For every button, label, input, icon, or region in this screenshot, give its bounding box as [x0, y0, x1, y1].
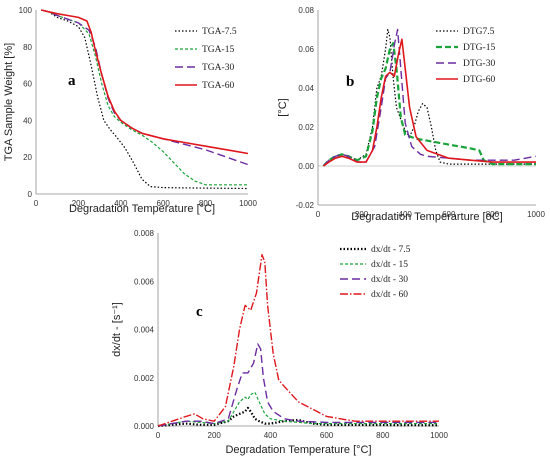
legend-entry: DTG7.5 — [463, 27, 495, 37]
legend-entry: DTG-15 — [463, 43, 495, 53]
series-line-4 — [157, 253, 439, 427]
series-line-3 — [157, 343, 439, 427]
y-axis-label: dx/dt - [s⁻¹] — [111, 302, 123, 357]
legend-entry: DTG-30 — [463, 59, 495, 69]
x-tick-label: 400 — [114, 199, 128, 208]
legend-entry: dx/dt - 15 — [371, 260, 408, 270]
y-tick-label: 40 — [23, 116, 32, 125]
x-tick-label: 600 — [157, 199, 171, 208]
legend: TGA-7.5 TGA-15 TGA-30 TGA-60 — [175, 27, 237, 91]
legend-entry: TGA-7.5 — [202, 27, 237, 37]
legend-entry: dx/dt - 30 — [371, 275, 408, 285]
y-tick-label: 0.06 — [298, 45, 314, 54]
y-tick-label: 0.04 — [298, 84, 314, 93]
x-tick-label: 600 — [320, 431, 334, 440]
legend-entry: dx/dt - 7.5 — [371, 245, 411, 255]
chart-panel-a: 0 200 400 600 800 1000 0 20 40 60 80 100 Degradation… — [3, 6, 257, 215]
x-tick-label: 800 — [199, 199, 213, 208]
legend-entry: DTG-60 — [463, 75, 495, 85]
x-tick-label: 600 — [442, 210, 456, 219]
panel-label: a — [68, 73, 76, 89]
x-axis-label: Degradation Temperature [°C] — [69, 203, 215, 215]
y-tick-label: 0.006 — [134, 277, 155, 286]
y-tick-label: 60 — [23, 80, 32, 89]
series-line-2 — [157, 391, 439, 427]
series-line-2 — [322, 42, 536, 167]
y-tick-label: 80 — [23, 43, 32, 52]
legend-entry: dx/dt - 60 — [371, 290, 408, 300]
legend: dx/dt - 7.5 dx/dt - 15 dx/dt - 30 dx/dt - 6… — [340, 245, 411, 300]
x-axis-label: Degradation Temperature [°C] — [225, 444, 371, 456]
y-axis-label: [°C] — [277, 98, 289, 116]
y-tick-label: 0 — [28, 190, 33, 199]
series-line-4 — [322, 38, 536, 167]
x-tick-label: 1000 — [527, 210, 545, 219]
series-line-4 — [41, 9, 249, 155]
legend-entry: TGA-15 — [202, 45, 234, 55]
legend-entry: TGA-60 — [202, 81, 234, 91]
x-tick-label: 400 — [264, 431, 278, 440]
x-tick-label: 1000 — [239, 199, 257, 208]
y-tick-label: 0.000 — [134, 422, 155, 431]
y-tick-label: 20 — [23, 153, 32, 162]
series-line-1 — [322, 28, 536, 167]
x-tick-label: 0 — [316, 210, 321, 219]
y-axis-label: TGA Sample Weight [%] — [3, 43, 15, 161]
panel-label: c — [196, 304, 203, 320]
series-line-1 — [41, 9, 249, 190]
x-tick-label: 800 — [376, 431, 390, 440]
y-tick-label: 0.008 — [134, 229, 155, 238]
y-tick-label: 0.002 — [134, 374, 155, 383]
x-tick-label: 200 — [72, 199, 86, 208]
y-tick-label: 100 — [19, 6, 33, 15]
chart-panel-c: 0 200 400 600 800 1000 0.000 0.002 0.004 0.006 0.0… — [111, 229, 448, 456]
legend: DTG7.5 DTG-15 DTG-30 DTG-60 — [436, 27, 495, 85]
legend-entry: TGA-30 — [202, 63, 234, 73]
x-tick-label: 0 — [34, 199, 39, 208]
x-tick-label: 0 — [156, 431, 161, 440]
series-line-3 — [41, 9, 249, 166]
x-axis-label: Degradation Temperarture [oC] — [351, 211, 502, 223]
y-tick-label: 0.08 — [298, 6, 314, 15]
x-tick-label: 800 — [486, 210, 500, 219]
y-tick-label: 0.02 — [298, 123, 314, 132]
x-tick-label: 200 — [355, 210, 369, 219]
series-line-3 — [322, 28, 537, 167]
x-tick-label: 1000 — [430, 431, 448, 440]
series-line-1 — [157, 406, 440, 428]
chart-panel-b: 0 200 400 600 800 1000 -0.02 0.00 0.02 0.04 0.06 0.… — [277, 6, 545, 223]
x-tick-label: 400 — [399, 210, 413, 219]
series-line-2 — [41, 9, 248, 186]
y-tick-label: -0.02 — [296, 201, 315, 210]
panel-label: b — [346, 74, 354, 90]
x-tick-label: 200 — [208, 431, 222, 440]
y-tick-label: 0.00 — [298, 162, 314, 171]
y-tick-label: 0.004 — [134, 326, 155, 335]
